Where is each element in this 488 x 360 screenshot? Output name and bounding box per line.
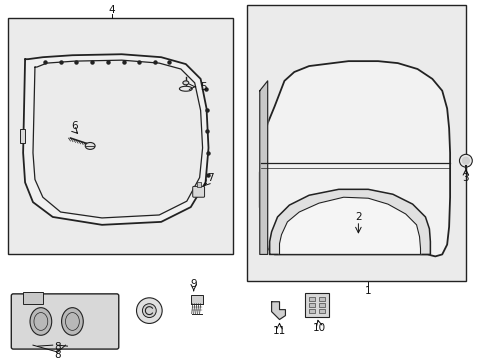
FancyBboxPatch shape [192,186,204,197]
Polygon shape [259,81,267,255]
Ellipse shape [179,86,192,91]
Bar [308,297,314,301]
Bar [318,309,324,312]
Polygon shape [269,189,429,255]
Text: 6: 6 [71,121,78,131]
Ellipse shape [30,308,52,335]
FancyBboxPatch shape [11,294,119,349]
Text: 1: 1 [364,286,371,296]
Text: 2: 2 [354,212,361,222]
Text: 10: 10 [312,323,325,333]
Ellipse shape [85,143,95,149]
Text: 8: 8 [54,350,61,360]
Polygon shape [271,302,285,320]
Circle shape [136,298,162,323]
Bar [20,129,25,143]
Bar [308,309,314,312]
Polygon shape [259,61,449,256]
Polygon shape [33,60,202,218]
Ellipse shape [183,81,188,85]
Bar [23,292,43,304]
Ellipse shape [61,308,83,335]
Bar [190,295,202,304]
Polygon shape [279,197,420,255]
Bar [318,303,324,307]
Text: 4: 4 [108,5,115,15]
Bar [308,303,314,307]
Bar [305,293,328,316]
Bar [196,183,200,187]
Text: 7: 7 [207,172,213,183]
Circle shape [459,154,471,167]
Text: 9: 9 [190,279,197,289]
Text: 11: 11 [272,326,285,336]
Text: 3: 3 [462,172,468,183]
Polygon shape [23,54,208,225]
Bar [246,5,465,281]
Bar [318,297,324,301]
Circle shape [142,304,156,318]
Text: 5: 5 [200,82,206,92]
Circle shape [462,157,468,164]
Bar [8,18,233,255]
Text: 8: 8 [54,342,61,352]
